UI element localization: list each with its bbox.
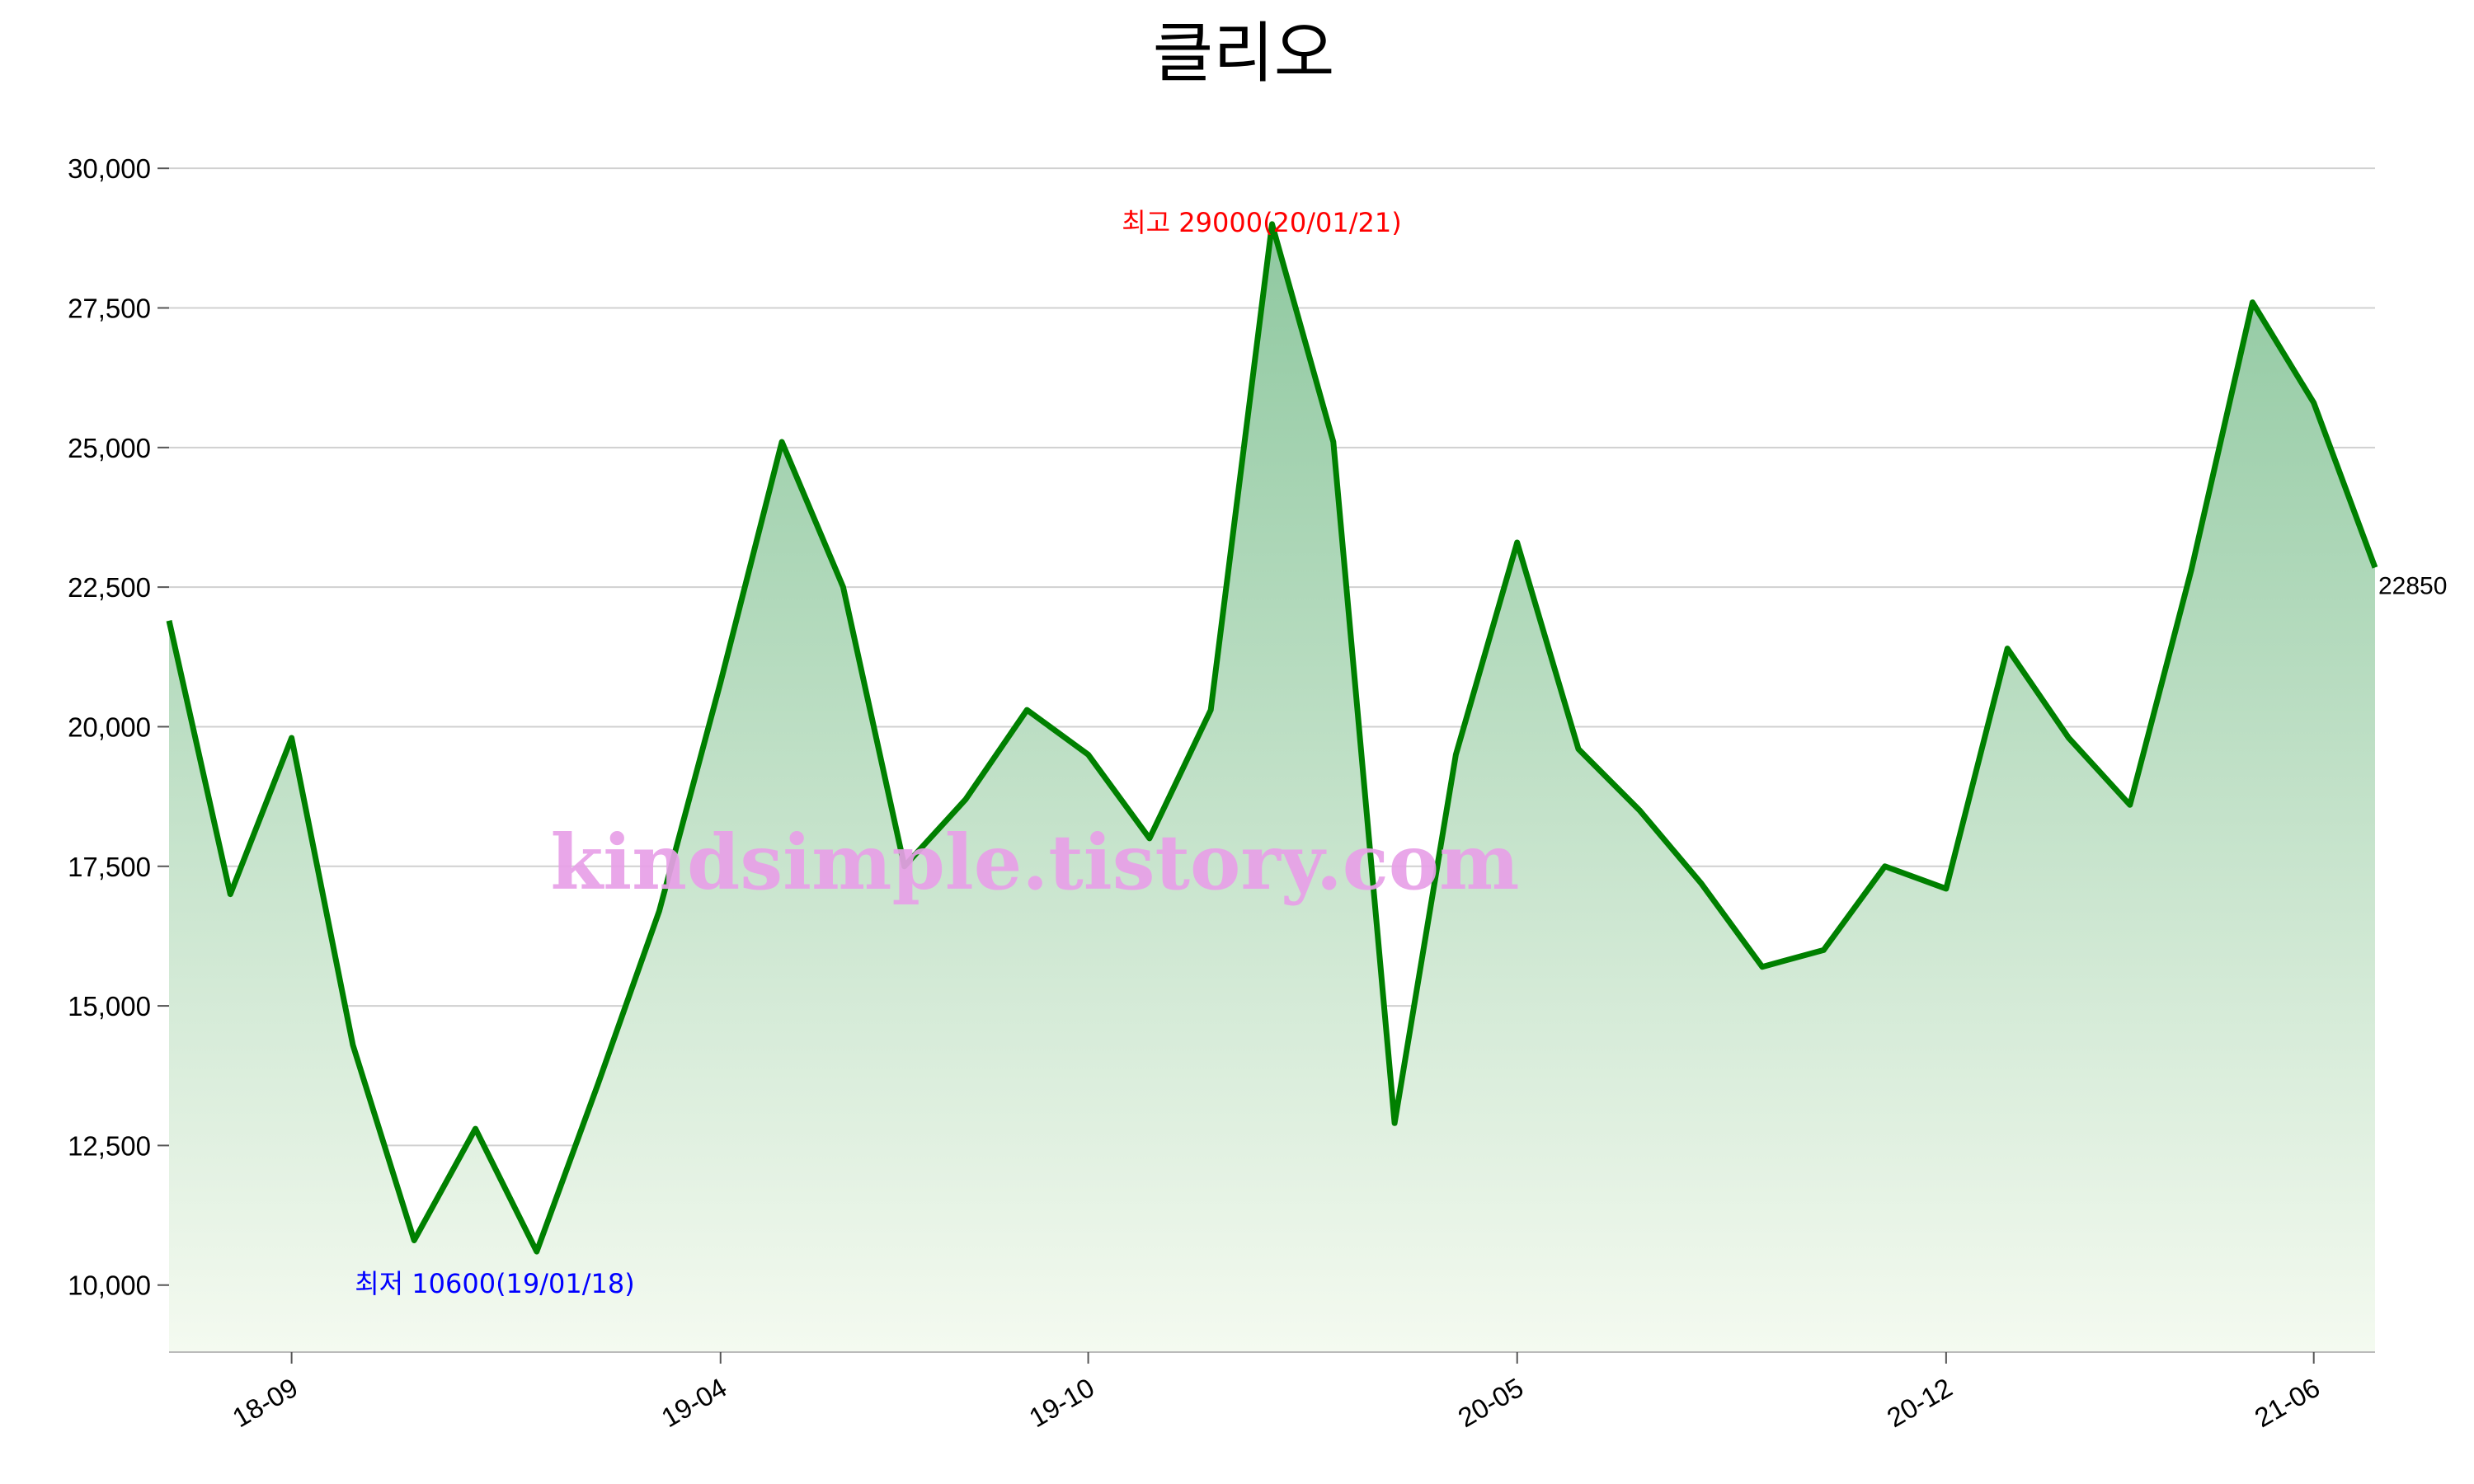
y-axis: 10,000 12,500 15,000 17,500 20,000 22,500 25,0… (68, 153, 169, 1301)
y-tick-label: 30,000 (68, 153, 151, 184)
price-line (166, 221, 2378, 1255)
y-tick-label: 15,000 (68, 991, 151, 1021)
y-tick-label: 25,000 (68, 433, 151, 463)
min-annotation: 최저 10600(19/01/18) (355, 1268, 635, 1299)
chart-title: 클리오 (1153, 15, 1335, 92)
y-tick-label: 12,500 (68, 1130, 151, 1161)
x-tick-label: 21-06 (2250, 1372, 2326, 1433)
y-tick-label: 20,000 (68, 711, 151, 742)
y-tick-label: 10,000 (68, 1270, 151, 1301)
x-tick-label: 20-05 (1453, 1372, 1529, 1433)
x-tick-label: 18-09 (228, 1372, 303, 1433)
last-price-label: 22850 (2378, 572, 2447, 599)
price-area-fill (169, 223, 2375, 1352)
x-tick-label: 19-10 (1023, 1372, 1099, 1433)
watermark: kindsimple.tistory.com (550, 818, 1519, 907)
x-tick-label: 20-12 (1882, 1372, 1958, 1433)
y-tick-label: 22,500 (68, 572, 151, 603)
x-axis: 18-09 19-04 19-10 20-05 20-12 21-06 (228, 1352, 2326, 1433)
x-tick-label: 19-04 (656, 1372, 732, 1433)
max-annotation: 최고 29000(20/01/21) (1122, 207, 1402, 238)
y-tick-label: 27,500 (68, 294, 151, 324)
y-tick-label: 17,500 (68, 852, 151, 882)
